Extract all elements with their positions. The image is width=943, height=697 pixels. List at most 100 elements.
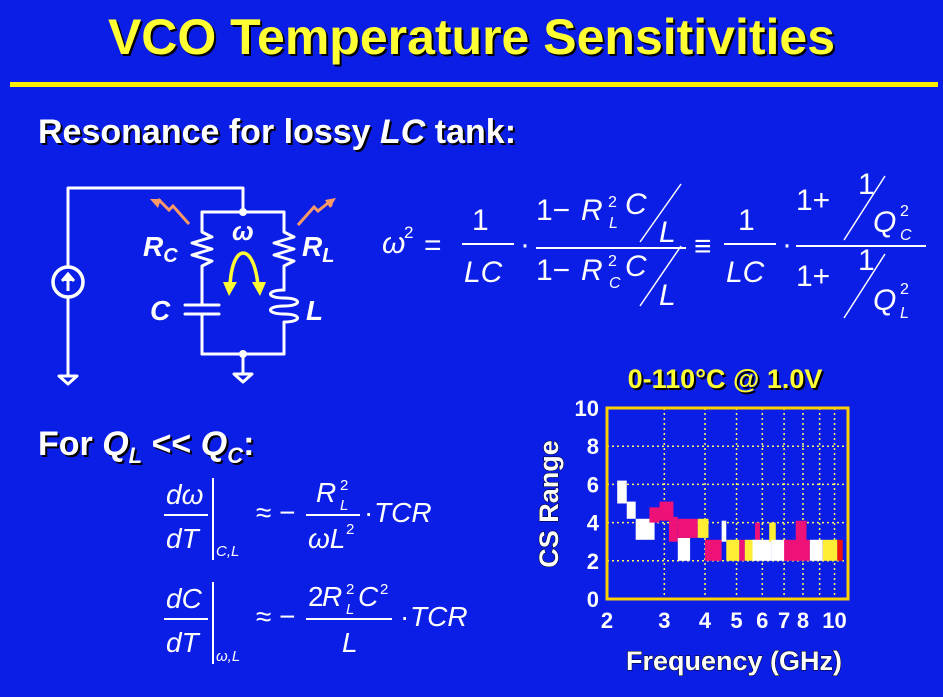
heatmap-cell: [822, 539, 838, 561]
svg-text:·: ·: [364, 497, 373, 528]
svg-text:2: 2: [608, 194, 617, 211]
rl-resistor: [272, 210, 296, 292]
svg-text:2: 2: [900, 203, 909, 220]
svg-text:LC: LC: [726, 256, 765, 289]
x-tick-label: 8: [797, 608, 809, 633]
y-tick-label: 10: [575, 396, 599, 421]
svg-text:L: L: [609, 215, 618, 232]
svg-text:dC: dC: [166, 583, 203, 614]
heatmap-cell: [837, 539, 843, 561]
rl-label: RL: [302, 231, 334, 267]
svg-text:R: R: [581, 194, 603, 227]
svg-text:1: 1: [858, 170, 875, 201]
heatmap-cell: [795, 520, 807, 542]
energy-exchange-arrow-icon: [228, 251, 260, 287]
svg-text:C: C: [609, 275, 621, 292]
svg-text:≡: ≡: [694, 230, 712, 263]
svg-text:1−: 1−: [536, 194, 570, 227]
source-top-wire: [66, 186, 245, 269]
svg-text:≈ −: ≈ −: [256, 497, 296, 528]
svg-text:≈ −: ≈ −: [256, 601, 296, 632]
svg-text:ω,L: ω,L: [216, 648, 240, 665]
svg-text:2: 2: [380, 581, 388, 598]
condition-heading: For QL << QC:: [38, 425, 255, 468]
svg-text:2: 2: [404, 223, 413, 242]
slide-title: VCO Temperature Sensitivities: [107, 9, 836, 65]
source-ground: [57, 374, 79, 386]
x-tick-label: 7: [778, 608, 790, 633]
heatmap-cell: [704, 539, 722, 561]
inductor-label: L: [306, 295, 323, 326]
heat-arrow-right-icon: [296, 201, 333, 226]
x-axis-label: Frequency (GHz): [626, 646, 842, 676]
heatmap-cell: [697, 518, 709, 538]
y-tick-label: 4: [587, 511, 600, 536]
svg-text:1+: 1+: [796, 260, 830, 293]
capacitor-label: C: [150, 295, 171, 326]
heatmap-cell: [626, 501, 636, 519]
rc-resistor: [190, 210, 214, 292]
resonance-heading: Resonance for lossy LC tank:: [38, 113, 517, 151]
capacitor: [183, 288, 221, 356]
heatmap-cell: [659, 501, 674, 521]
svg-text:=: =: [424, 229, 442, 262]
svg-text:2: 2: [308, 581, 324, 612]
y-tick-label: 6: [587, 472, 599, 497]
svg-text:1: 1: [472, 204, 489, 237]
svg-text:1: 1: [858, 244, 875, 277]
svg-text:R: R: [581, 254, 603, 287]
heatmap-cell: [771, 539, 787, 561]
x-tick-label: 10: [822, 608, 846, 633]
x-tick-label: 6: [756, 608, 768, 633]
heatmap-cell: [769, 522, 776, 542]
y-tick-label: 8: [587, 434, 599, 459]
heatmap-cell: [784, 539, 810, 561]
svg-text:dω: dω: [166, 479, 203, 510]
svg-text:R: R: [316, 477, 336, 508]
svg-text:ωL: ωL: [308, 523, 345, 554]
inductor: [269, 288, 299, 356]
svg-text:·: ·: [782, 228, 792, 261]
svg-text:·: ·: [400, 601, 409, 632]
heatmap-cell: [677, 518, 698, 538]
x-tick-label: 2: [601, 608, 613, 633]
svg-text:TCR: TCR: [410, 601, 468, 632]
heatmap-cell: [744, 539, 756, 561]
svg-text:L: L: [659, 279, 676, 312]
heatmap-cell: [809, 539, 823, 561]
heatmap-cell: [635, 518, 655, 540]
svg-text:R: R: [322, 581, 342, 612]
y-tick-label: 2: [587, 549, 599, 574]
svg-text:2: 2: [340, 477, 348, 494]
svg-text:2: 2: [608, 253, 617, 270]
svg-text:L: L: [340, 497, 348, 514]
heatmap-cell: [755, 522, 760, 542]
x-tick-label: 5: [730, 608, 742, 633]
svg-text:dT: dT: [166, 523, 201, 554]
heatmap-cell: [617, 480, 627, 504]
heatmap-cell: [721, 520, 727, 542]
tank-ground: [232, 372, 254, 384]
lc-tank-circuit: ω RC RL C L: [51, 186, 336, 386]
plot-area: [605, 406, 850, 601]
heatmap-cell: [677, 537, 691, 561]
resonance-equation: ω 2 = 1 LC · 1− R 2 L C L 1− R 2 C C L ≡…: [382, 170, 926, 322]
svg-text:C: C: [900, 227, 912, 244]
svg-text:C: C: [625, 188, 647, 221]
chart-title: 0-110°C @ 1.0V: [627, 364, 823, 394]
heatmap-cell: [739, 539, 745, 561]
y-axis-label: CS Range: [534, 440, 564, 568]
svg-text:L: L: [659, 216, 676, 249]
svg-text:1−: 1−: [536, 254, 570, 287]
heatmap-cell: [649, 507, 660, 523]
svg-text:C,L: C,L: [216, 543, 239, 560]
svg-text:C: C: [625, 250, 647, 283]
svg-text:2: 2: [346, 521, 354, 538]
domega-dt-equation: dω dT C,L ≈ − R 2 L ωL 2 · TCR: [164, 477, 432, 560]
svg-text:Q: Q: [873, 206, 896, 239]
svg-text:L: L: [900, 305, 909, 322]
svg-text:·: ·: [520, 228, 530, 261]
x-tick-labels: 2 3 4 5 6 7 8 10: [601, 608, 847, 633]
current-source-icon: [51, 265, 85, 299]
svg-text:2: 2: [900, 281, 909, 298]
